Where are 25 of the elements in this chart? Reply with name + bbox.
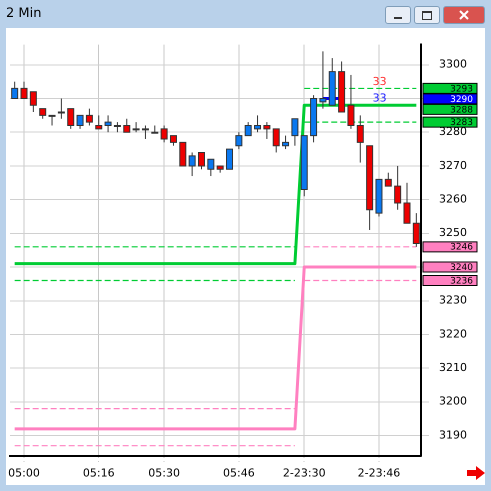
y-tick-label: 3260 xyxy=(439,192,467,206)
y-tick-label: 3220 xyxy=(439,327,467,340)
chart-title: 2 Min xyxy=(6,6,42,21)
text: 3288 xyxy=(450,105,474,116)
y-tick-label: 3250 xyxy=(439,226,467,240)
y-tick-label: 3300 xyxy=(439,58,467,71)
text: 3236 xyxy=(450,276,474,286)
x-tick-label: 05:16 xyxy=(82,466,115,480)
annotation: 33 xyxy=(372,92,387,105)
text: 3290 xyxy=(450,94,474,105)
y-tick-label: 3270 xyxy=(439,158,467,172)
x-tick-label: 05:46 xyxy=(223,466,255,480)
y-tick-label: 3230 xyxy=(439,294,467,307)
y-tick-label: 3210 xyxy=(439,361,467,374)
x-tick-label: 05:30 xyxy=(148,466,180,480)
text: 3240 xyxy=(450,262,474,273)
y-tick-label: 3200 xyxy=(439,394,467,408)
x-tick-label: 05:00 xyxy=(8,466,40,480)
x-tick-label: 2-23:30 xyxy=(282,466,326,480)
y-tick-label: 3190 xyxy=(439,428,467,442)
text: 3293 xyxy=(450,84,473,94)
text: 3246 xyxy=(450,242,474,253)
annotation: 33 xyxy=(372,74,387,88)
x-tick-label: 2-23:46 xyxy=(358,466,400,480)
text: 3283 xyxy=(450,118,473,128)
